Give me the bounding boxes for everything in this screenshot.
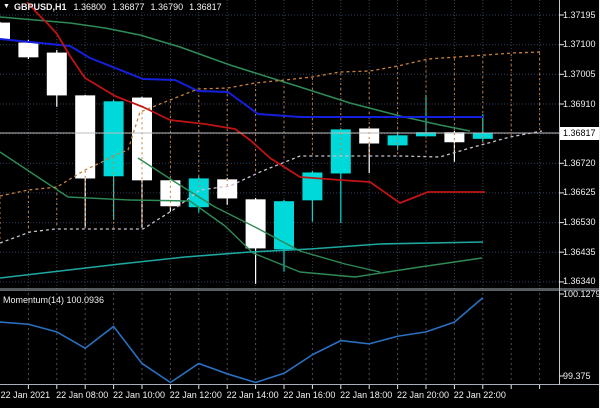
overlay-senkou-span-b bbox=[0, 130, 543, 244]
time-axis-label: 22 Jan 18:00 bbox=[340, 390, 393, 400]
symbol-menu-icon[interactable]: ▼ bbox=[3, 3, 10, 10]
chart-title: ▼ GBPUSD,H1 1.36800 1.36877 1.36790 1.36… bbox=[3, 2, 228, 12]
overlay-senkou-span-a bbox=[0, 51, 543, 197]
price-axis-label: 1.37005 bbox=[563, 68, 596, 79]
price-axis-label: 1.36910 bbox=[563, 98, 596, 109]
time-axis-label: 22 Jan 16:00 bbox=[283, 390, 336, 400]
candle-body bbox=[18, 42, 39, 58]
ohlc-low: 1.36790 bbox=[150, 2, 184, 12]
overlay-ma-red bbox=[26, 1, 485, 204]
overlay-ma-green-long bbox=[0, 16, 471, 132]
candle-body bbox=[302, 172, 323, 201]
time-axis-label: 22 Jan 22:00 bbox=[453, 390, 506, 400]
candle-body bbox=[274, 201, 294, 250]
overlay-band-green-mid bbox=[137, 157, 381, 273]
time-axis-label: 22 Jan 14:00 bbox=[226, 390, 279, 400]
candle-body bbox=[217, 179, 238, 199]
ohlc-open: 1.36800 bbox=[73, 2, 106, 12]
overlay-ma-blue bbox=[0, 38, 483, 118]
price-axis-label: 1.36340 bbox=[563, 276, 596, 287]
price-axis-label: 1.36625 bbox=[563, 187, 596, 198]
candle-body bbox=[75, 95, 96, 179]
time-axis-label: 22 Jan 10:00 bbox=[112, 390, 166, 400]
price-axis-label: 1.36530 bbox=[563, 217, 596, 228]
time-axis-label: 22 Jan 08:00 bbox=[56, 390, 109, 400]
time-axis-label: 22 Jan 2021 bbox=[0, 390, 51, 400]
momentum-axis-label: 100.1279 bbox=[563, 288, 600, 299]
candle-body bbox=[46, 52, 67, 96]
candle-body bbox=[359, 128, 380, 144]
time-axis-label: 22 Jan 20:00 bbox=[396, 390, 450, 400]
candle-body bbox=[0, 22, 10, 40]
candle-body bbox=[160, 180, 181, 207]
ohlc-close: 1.36817 bbox=[189, 2, 222, 12]
price-axis-label: 1.36435 bbox=[563, 246, 596, 257]
price-axis-label: 1.36720 bbox=[563, 157, 596, 168]
candle-body bbox=[330, 129, 351, 174]
price-axis-label: 1.37100 bbox=[563, 39, 596, 50]
time-axis-label: 22 Jan 12:00 bbox=[169, 390, 222, 400]
momentum-axis-label: 99.375 bbox=[563, 370, 591, 381]
candle-body bbox=[387, 135, 408, 146]
candle-body bbox=[245, 199, 266, 249]
current-price-label: 1.36817 bbox=[560, 126, 599, 140]
ohlc-high: 1.36877 bbox=[112, 2, 145, 12]
price-axis-label: 1.37195 bbox=[563, 9, 596, 20]
symbol-period-label: GBPUSD,H1 bbox=[13, 2, 67, 12]
overlay-band-green-lower bbox=[0, 151, 483, 278]
candle-body bbox=[103, 101, 124, 177]
momentum-line bbox=[0, 297, 484, 384]
momentum-indicator-label: Momentum(14) 100.0936 bbox=[3, 295, 105, 305]
overlay-band-teal bbox=[0, 241, 484, 279]
